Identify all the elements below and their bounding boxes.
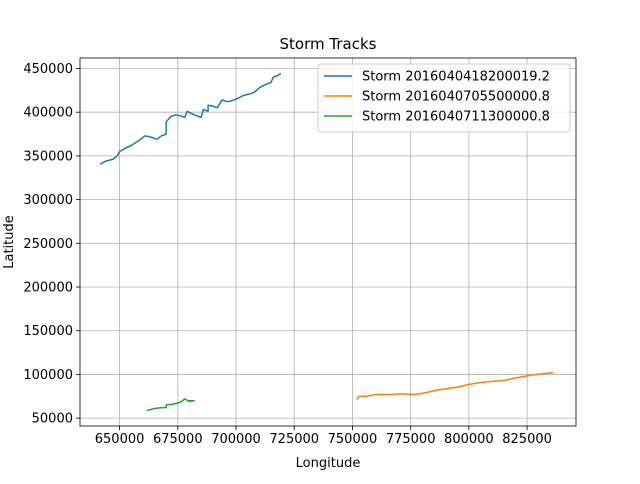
legend-label: Storm 2016040705500000.8 bbox=[362, 90, 550, 105]
x-tick-label: 800000 bbox=[444, 432, 494, 447]
x-tick-label: 725000 bbox=[269, 432, 319, 447]
y-tick-label: 300000 bbox=[23, 193, 73, 208]
axis-ticks: 650000 675000 700000 725000 750000 775000 8000… bbox=[23, 62, 552, 447]
legend-label: Storm 2016040711300000.8 bbox=[362, 110, 550, 125]
y-tick-label: 250000 bbox=[23, 237, 73, 252]
x-tick-label: 650000 bbox=[95, 432, 145, 447]
legend-box bbox=[317, 63, 571, 133]
y-tick-label: 150000 bbox=[23, 324, 73, 339]
plot-area-frame bbox=[79, 57, 577, 427]
series-line-3 bbox=[146, 398, 195, 412]
y-tick-label: 450000 bbox=[23, 62, 73, 77]
x-tick-label: 825000 bbox=[502, 432, 552, 447]
y-axis-title: Latitude bbox=[2, 215, 17, 269]
legend: Storm 2016040418200019.2 Storm 2016040705… bbox=[317, 63, 571, 133]
series-lines bbox=[99, 72, 554, 412]
legend-label: Storm 2016040418200019.2 bbox=[362, 70, 550, 85]
y-tick-label: 350000 bbox=[23, 149, 73, 164]
y-tick-label: 100000 bbox=[23, 368, 73, 383]
x-tick-label: 675000 bbox=[153, 432, 203, 447]
y-tick-label: 50000 bbox=[32, 412, 73, 427]
x-axis-title: Longitude bbox=[296, 456, 361, 471]
chart-title: Storm Tracks bbox=[280, 35, 377, 53]
x-tick-label: 700000 bbox=[211, 432, 261, 447]
y-tick-label: 400000 bbox=[23, 106, 73, 121]
x-tick-label: 750000 bbox=[328, 432, 378, 447]
series-line-2 bbox=[356, 371, 554, 400]
x-tick-label: 775000 bbox=[386, 432, 436, 447]
series-line-1 bbox=[99, 72, 282, 165]
y-tick-label: 200000 bbox=[23, 281, 73, 296]
